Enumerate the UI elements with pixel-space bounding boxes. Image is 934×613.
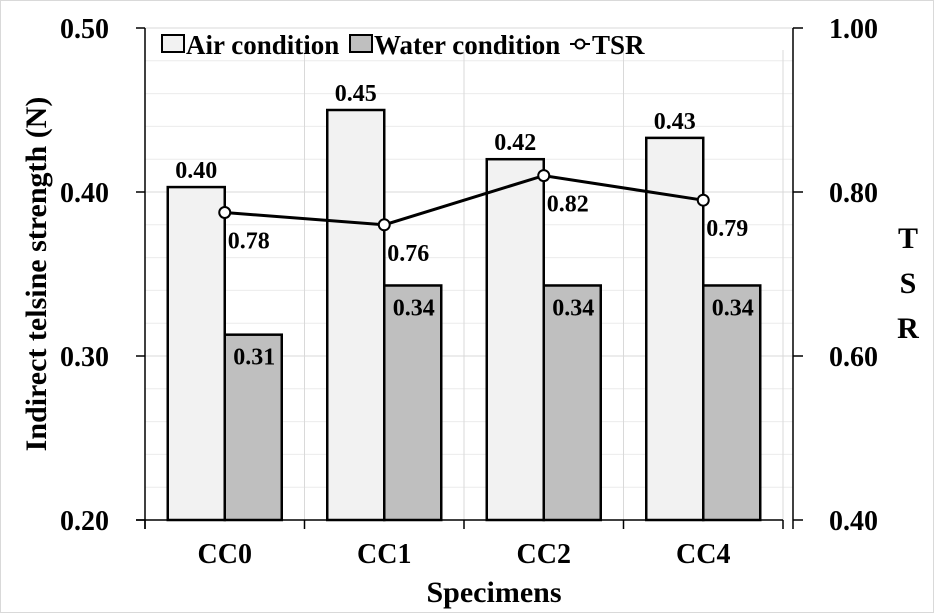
- y2-tick-label: 0.60: [829, 342, 878, 373]
- bar-air-condition: [485, 157, 545, 522]
- y2-axis-title-r: R: [897, 312, 919, 345]
- y2-axis-title-t: T: [898, 222, 918, 255]
- bar-water-condition: [223, 333, 283, 522]
- data-label-water: 0.34: [712, 295, 754, 321]
- y-tick-label: 0.50: [60, 14, 109, 45]
- legend-marker-tsr: [574, 38, 586, 50]
- tsr-marker: [696, 193, 710, 207]
- data-label-air: 0.42: [494, 130, 536, 156]
- y-axis-title: Indirect telsine strength (N): [20, 97, 53, 452]
- tsr-line-series: [218, 169, 710, 232]
- y-tick-label: 0.30: [60, 342, 109, 373]
- data-label-air: 0.40: [175, 158, 217, 184]
- bar-air-condition: [326, 108, 386, 522]
- legend-swatch-water: [349, 34, 373, 53]
- data-labels: 0.40 0.31 0.45 0.34 0.42 0.34 0.43 0.34 0.78 0.76…: [175, 81, 754, 371]
- bar-air-condition: [166, 185, 226, 522]
- x-tick-label: CC4: [676, 539, 730, 570]
- data-label-tsr: 0.82: [547, 192, 589, 218]
- y-tick-label: 0.40: [60, 178, 109, 209]
- data-label-tsr: 0.78: [228, 229, 270, 255]
- data-label-water: 0.34: [552, 295, 594, 321]
- legend: Air condition Water condition TSR: [161, 30, 645, 60]
- legend-label-tsr: TSR: [592, 30, 645, 60]
- tsr-marker: [377, 218, 391, 232]
- tsr-line: [224, 174, 704, 227]
- legend-label-water: Water condition: [374, 30, 560, 60]
- x-tick-label: CC0: [198, 539, 252, 570]
- x-tick-label: CC1: [357, 539, 411, 570]
- tsr-marker: [537, 169, 551, 183]
- x-tick-label: CC2: [517, 539, 571, 570]
- axes: [136, 27, 803, 529]
- y-tick-label: 0.20: [60, 506, 109, 537]
- data-label-air: 0.45: [335, 81, 377, 107]
- legend-swatch-air: [161, 34, 185, 53]
- tsr-marker: [218, 206, 232, 219]
- bar-water-condition: [542, 284, 602, 522]
- x-axis-title: Specimens: [427, 576, 562, 609]
- bars: [166, 108, 762, 522]
- y2-tick-label: 0.40: [829, 506, 878, 537]
- tick-labels: CC0 CC1 CC2 CC4 0.20 0.30 0.40 0.50 0.40 0.60 0.80…: [60, 14, 878, 570]
- data-label-water: 0.34: [393, 295, 435, 321]
- data-label-air: 0.43: [654, 109, 696, 135]
- data-label-tsr: 0.76: [387, 241, 429, 267]
- y2-tick-label: 0.80: [829, 178, 878, 209]
- y2-axis-title-s: S: [900, 267, 917, 300]
- legend-label-air: Air condition: [186, 30, 339, 60]
- data-label-water: 0.31: [233, 345, 275, 371]
- bar-water-condition: [702, 284, 762, 522]
- bar-water-condition: [383, 284, 443, 522]
- data-label-tsr: 0.79: [706, 216, 748, 242]
- y2-tick-label: 1.00: [829, 14, 878, 45]
